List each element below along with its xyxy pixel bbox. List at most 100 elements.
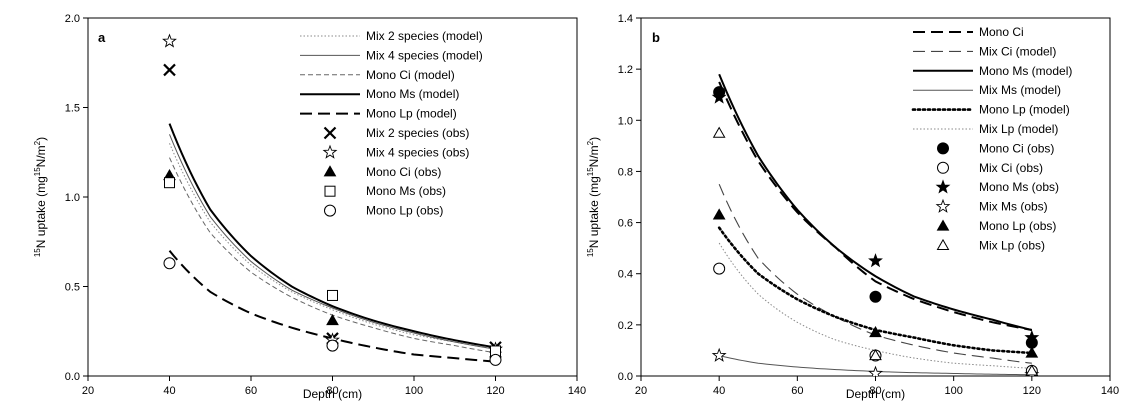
legend-marker (322, 144, 338, 159)
legend-label: Mix 2 species (model) (366, 29, 483, 43)
legend-marker (937, 142, 949, 155)
x-tick-label: 60 (791, 385, 803, 397)
legend-label: Mono Ci (model) (366, 68, 455, 82)
legend-marker (324, 204, 336, 217)
legend-label: Mono Ms (model) (979, 64, 1072, 78)
y-tick-label: 1.4 (618, 13, 633, 25)
legend-label: Mix 4 species (obs) (366, 145, 469, 159)
data-point (1024, 329, 1040, 344)
y-tick-label: 0.6 (618, 218, 633, 230)
x-tick-label: 100 (405, 385, 423, 397)
panel-b: 20 40 60 80 100 120 140 0.0 0.2 0.4 0.6 0.8 1.0 1.2 1.… (586, 13, 1119, 401)
series-line (169, 134, 496, 350)
legend-label: Mono Lp (obs) (366, 204, 443, 218)
legend-marker (323, 126, 337, 140)
data-point (712, 126, 726, 138)
x-tick-label: 40 (163, 385, 175, 397)
data-point (713, 262, 726, 275)
data-point (163, 63, 176, 77)
y-tick-label: 1.0 (618, 115, 633, 127)
y-axis-label-part: 15 (586, 167, 595, 176)
y-tick-label: 0.5 (65, 282, 80, 294)
data-point (1025, 364, 1039, 376)
data-point (326, 339, 339, 352)
panel-letter: b (652, 30, 660, 45)
y-axis-label-part: 15 (33, 167, 42, 176)
series-line (168, 123, 496, 349)
legend-label: Mono Lp (model) (366, 107, 457, 121)
x-tick-label: 20 (635, 385, 647, 397)
y-axis-label: 15N uptake (mg15N/m2) (586, 137, 601, 257)
data-point (1025, 346, 1039, 358)
y-axis-label-part: N/m (34, 145, 48, 167)
y-axis-label-part: 15 (586, 248, 595, 257)
data-point (712, 208, 726, 220)
legend-label: Mix Lp (obs) (979, 238, 1045, 252)
data-point (711, 89, 727, 104)
data-point (711, 347, 727, 362)
y-tick-label: 2.0 (65, 13, 80, 25)
y-axis-label-part: N uptake (mg (587, 176, 601, 248)
data-point (326, 314, 339, 326)
legend-label: Mono Ci (obs) (979, 141, 1054, 155)
legend-marker (324, 185, 336, 197)
x-tick-label: 60 (245, 385, 257, 397)
y-tick-label: 1.2 (618, 64, 633, 76)
y-axis-label-part: ) (34, 137, 48, 141)
data-point (489, 353, 502, 366)
data-point (327, 289, 338, 301)
x-tick-label: 80 (869, 385, 881, 397)
data-point (868, 365, 883, 376)
y-tick-label: 0.2 (618, 320, 633, 332)
legend-label: Mono Ms (obs) (366, 184, 446, 198)
data-point (164, 177, 175, 189)
legend-label: Mono Ci (979, 25, 1024, 39)
y-axis-label-part: N/m (587, 145, 601, 167)
y-tick-label: 1.0 (65, 192, 80, 204)
x-axis-label: Depth (cm) (846, 387, 905, 401)
data-point (869, 349, 882, 361)
y-tick-label: 0.4 (618, 269, 633, 281)
plot-area (162, 33, 503, 366)
y-tick-label: 1.5 (65, 103, 80, 115)
legend-marker (936, 219, 950, 231)
x-tick-label: 120 (486, 385, 504, 397)
legend-label: Mono Ms (obs) (979, 180, 1059, 194)
x-tick-label: 100 (944, 385, 962, 397)
x-tick-label: 140 (568, 385, 586, 397)
x-tick-label: 80 (326, 385, 338, 397)
legend-label: Mix 4 species (model) (366, 48, 483, 62)
y-axis-label-part: N uptake (mg (34, 176, 48, 248)
y-axis-label-part: 2 (33, 140, 42, 145)
x-tick-label: 20 (82, 385, 94, 397)
data-point (869, 326, 882, 338)
data-point (868, 253, 883, 268)
data-point (162, 33, 177, 48)
plot-area (711, 73, 1040, 376)
series-line (169, 143, 496, 350)
y-axis-label: 15N uptake (mg15N/m2) (33, 137, 48, 257)
legend-label: Mono Lp (model) (979, 103, 1070, 117)
legend-marker (323, 165, 337, 177)
x-tick-label: 140 (1101, 385, 1119, 397)
series-line (718, 81, 1033, 331)
data-point (869, 290, 882, 303)
y-axis-label-part: ) (587, 137, 601, 141)
y-axis-label-part: 2 (586, 140, 595, 145)
x-axis-label: Depth (cm) (303, 387, 362, 401)
data-point (163, 257, 176, 270)
series-line (718, 73, 1033, 331)
legend-label: Mix Ci (model) (979, 44, 1056, 58)
legend-marker (935, 179, 951, 194)
y-tick-label: 0.8 (618, 166, 633, 178)
legend-label: Mix Ci (obs) (979, 161, 1043, 175)
legend-marker (936, 238, 950, 251)
legend-label: Mono Ci (obs) (366, 165, 441, 179)
y-axis-label-part: 15 (33, 248, 42, 257)
legend-label: Mix 2 species (obs) (366, 126, 469, 140)
y-tick-label: 0.0 (618, 371, 633, 383)
legend-label: Mono Lp (obs) (979, 219, 1056, 233)
legend-label: Mix Ms (model) (979, 83, 1061, 97)
y-tick-label: 0.0 (65, 371, 80, 383)
